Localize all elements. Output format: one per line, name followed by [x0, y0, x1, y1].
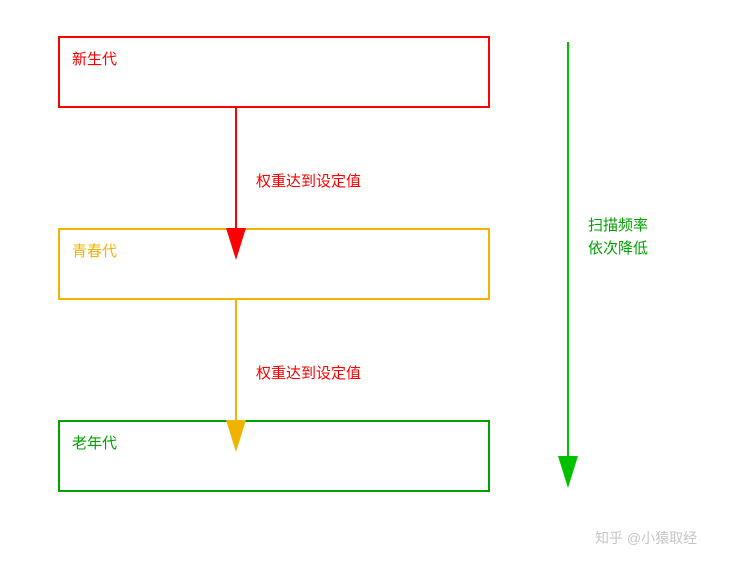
arrow-new-to-young-label: 权重达到设定值	[256, 170, 361, 191]
generation-box-new-label: 新生代	[72, 51, 117, 68]
generation-box-old: 老年代	[58, 420, 490, 492]
watermark: 知乎 @小猿取经	[595, 528, 697, 548]
arrow-new-to-young	[235, 108, 237, 238]
arrow-young-to-old	[235, 300, 237, 430]
generation-box-old-label: 老年代	[72, 435, 117, 452]
arrow-new-to-young-head	[226, 228, 246, 260]
side-arrow-head	[558, 456, 578, 488]
generation-box-young-label: 青春代	[72, 243, 117, 260]
generation-box-young: 青春代	[58, 228, 490, 300]
arrow-young-to-old-head	[226, 420, 246, 452]
arrow-young-to-old-label: 权重达到设定值	[256, 362, 361, 383]
generation-box-new: 新生代	[58, 36, 490, 108]
side-arrow	[567, 42, 569, 462]
side-arrow-label: 扫描频率 依次降低	[588, 215, 648, 260]
